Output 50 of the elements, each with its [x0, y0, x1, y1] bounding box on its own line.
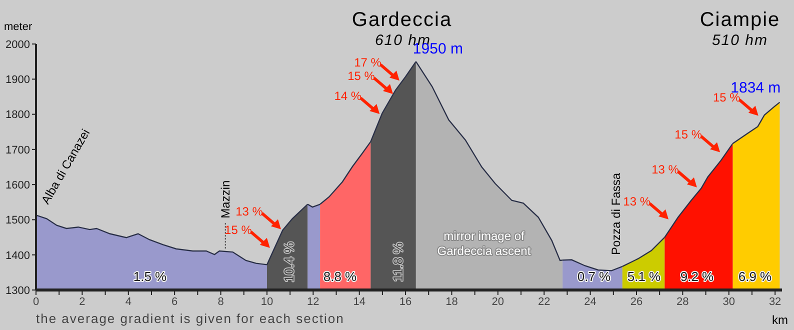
x-tick-label: 22: [538, 296, 550, 308]
annotation: 15 %: [674, 127, 702, 142]
text: the average gradient is given for each section: [36, 311, 344, 326]
x-tick-label: 24: [584, 296, 596, 308]
y-tick-label: 1500: [6, 214, 30, 227]
annotation: 510 hm: [712, 32, 768, 49]
text: Gardeccia: [352, 9, 452, 31]
annotation: 13 %: [623, 194, 651, 208]
text: Ciampie: [700, 9, 780, 31]
x-tick-label: 8: [218, 296, 224, 308]
x-tick-label: 30: [722, 296, 736, 308]
y-axis-title: meter: [4, 21, 32, 33]
annotation: 6.9 %: [738, 269, 772, 284]
x-tick-label: 10: [260, 296, 274, 308]
y-tick-label: 1700: [6, 144, 30, 156]
annotation: 14 %: [334, 88, 362, 103]
annotation: 15 %: [348, 68, 376, 83]
annotation: Pozza di Fassa: [609, 172, 623, 255]
x-tick-label: 20: [492, 296, 504, 308]
y-tick-label: 1800: [6, 109, 30, 122]
annotation: 11.8 %: [390, 242, 406, 282]
x-axis-title: km: [772, 313, 788, 327]
x-tick-label: 26: [630, 296, 643, 308]
y-tick-label: 1400: [6, 250, 30, 262]
annotation: 5.1 %: [627, 269, 662, 284]
annotation: 1.5 %: [133, 269, 168, 284]
annotation: 17 %: [354, 56, 382, 70]
annotation: Mazzin: [218, 180, 232, 218]
x-tick-label: 14: [353, 296, 366, 308]
x-tick-label: 4: [125, 296, 132, 308]
annotation: 9.2 %: [680, 269, 714, 284]
x-tick-label: 6: [172, 296, 178, 308]
x-tick-label: 28: [676, 296, 689, 308]
y-tick-label: 1300: [6, 284, 30, 297]
annotation: 15 %: [224, 222, 252, 237]
x-tick-label: 32: [768, 296, 782, 308]
y-tick-label: 1600: [6, 179, 30, 192]
y-tick-label: 1900: [6, 74, 30, 86]
y-tick-label: 2000: [6, 38, 30, 51]
x-tick-label: 18: [446, 296, 458, 308]
x-tick-label: 2: [79, 296, 86, 308]
x-tick-label: 16: [399, 296, 412, 308]
x-tick-label: 12: [307, 296, 320, 308]
annotation: 10.4 %: [282, 241, 296, 282]
annotation: 8.8 %: [323, 269, 358, 284]
x-tick-label: 0: [32, 296, 40, 308]
annotation: 0.7 %: [577, 269, 612, 284]
annotation: mirror image of Gardeccia ascent: [437, 229, 532, 258]
annotation: 13 %: [236, 204, 264, 218]
annotation: 13 %: [652, 162, 680, 176]
